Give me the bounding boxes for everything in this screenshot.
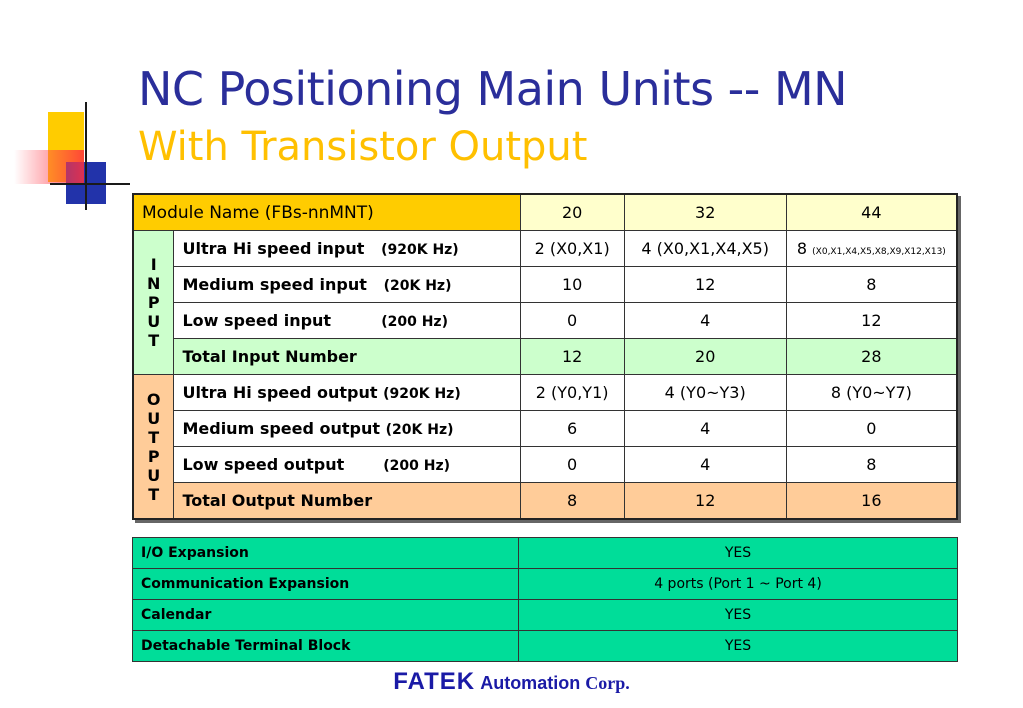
cell: 10: [519, 266, 625, 303]
footer-brand: FATEK: [393, 668, 476, 695]
cell: 8 (Y0~Y7): [785, 374, 958, 411]
table-row: Total Output Number 8 12 16: [133, 482, 958, 520]
col-32-header: 32: [623, 193, 787, 231]
row-label: Medium speed output (20K Hz): [173, 410, 521, 447]
row-label: Detachable Terminal Block: [132, 630, 519, 662]
cell: 8: [785, 266, 958, 303]
table-row: O U T P U T Ultra Hi speed output (920K …: [132, 374, 958, 520]
cell: 4 (X0,X1,X4,X5): [623, 230, 787, 267]
table-row: Low speed input (200 Hz) 0 4 12: [133, 302, 958, 339]
cell: 0: [519, 446, 625, 483]
table-row: Medium speed output (20K Hz) 6 4 0: [133, 410, 958, 447]
module-name-header: Module Name (FBs-nnMNT): [132, 193, 521, 231]
table-row: Medium speed input (20K Hz) 10 12 8: [133, 266, 958, 303]
cell: 12: [623, 482, 787, 520]
output-side-label: O U T P U T: [132, 374, 175, 520]
cell: 4: [623, 446, 787, 483]
cell: YES: [518, 599, 958, 631]
cell: 12: [623, 266, 787, 303]
table-row: Communication Expansion 4 ports (Port 1 …: [132, 568, 958, 600]
row-label: Calendar: [132, 599, 519, 631]
cell: 16: [785, 482, 958, 520]
table-row: Calendar YES: [132, 599, 958, 631]
input-side-label: I N P U T: [132, 230, 175, 375]
cell: YES: [518, 537, 958, 569]
row-label: Ultra Hi speed input (920K Hz): [173, 230, 521, 267]
col-44-header: 44: [785, 193, 958, 231]
cell: 2 (Y0,Y1): [519, 374, 625, 411]
spec-table: Module Name (FBs-nnMNT) 20 32 44 I N P U…: [132, 193, 958, 520]
cell: 20: [623, 338, 787, 375]
cell: 2 (X0,X1): [519, 230, 625, 267]
row-label: Medium speed input (20K Hz): [173, 266, 521, 303]
deco-horizontal-line: [50, 183, 130, 185]
page-title: NC Positioning Main Units -- MN: [138, 62, 848, 116]
row-label: Low speed output (200 Hz): [173, 446, 521, 483]
cell: 12: [519, 338, 625, 375]
cell: YES: [518, 630, 958, 662]
table-row: I/O Expansion YES: [132, 537, 958, 569]
row-label: Low speed input (200 Hz): [173, 302, 521, 339]
row-label: Communication Expansion: [132, 568, 519, 600]
table-row: Total Input Number 12 20 28: [133, 338, 958, 375]
header-row: Module Name (FBs-nnMNT) 20 32 44: [132, 193, 958, 231]
cell: 8 (X0,X1,X4,X5,X8,X9,X12,X13): [785, 230, 958, 267]
page-subtitle: With Transistor Output: [138, 124, 588, 170]
deco-vertical-line: [85, 102, 87, 210]
table-row: Detachable Terminal Block YES: [132, 630, 958, 662]
row-label: Total Output Number: [173, 482, 521, 520]
cell: 28: [785, 338, 958, 375]
cell: 4 (Y0~Y3): [623, 374, 787, 411]
cell: 0: [519, 302, 625, 339]
row-label: Ultra Hi speed output (920K Hz): [173, 374, 521, 411]
cell: 8: [519, 482, 625, 520]
col-20-header: 20: [519, 193, 625, 231]
footer-automation: Automation: [480, 673, 581, 693]
cell: 6: [519, 410, 625, 447]
expansion-table: I/O Expansion YES Communication Expansio…: [132, 537, 958, 662]
cell: 4: [623, 302, 787, 339]
cell: 0: [785, 410, 958, 447]
row-label: Total Input Number: [173, 338, 521, 375]
footer-logo: FATEK Automation Corp.: [0, 668, 1023, 696]
row-label: I/O Expansion: [132, 537, 519, 569]
table-row: I N P U T Ultra Hi speed input (920K Hz)…: [132, 230, 958, 375]
cell: 12: [785, 302, 958, 339]
cell: 4 ports (Port 1 ~ Port 4): [518, 568, 958, 600]
table-row: Low speed output (200 Hz) 0 4 8: [133, 446, 958, 483]
cell: 4: [623, 410, 787, 447]
deco-red-block: [14, 150, 84, 184]
footer-corp: Corp.: [585, 673, 630, 693]
cell: 8: [785, 446, 958, 483]
